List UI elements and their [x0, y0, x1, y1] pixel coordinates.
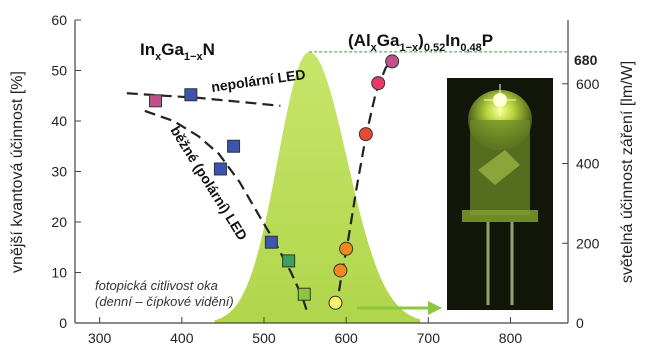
data-point-circle [339, 241, 354, 256]
x-tick-label: 700 [417, 330, 441, 346]
y-tick-label: 50 [51, 63, 67, 79]
data-point-circle [358, 127, 373, 142]
data-point-square [213, 162, 227, 176]
data-point-square [264, 235, 278, 249]
y-tick-label: 20 [51, 214, 67, 230]
data-point-circle [385, 54, 400, 69]
x-tick-label: 600 [334, 330, 358, 346]
photopic-sensitivity-area [214, 52, 421, 323]
y2-tick-label: 200 [576, 235, 600, 251]
polar-trend-line [144, 109, 309, 314]
y2-tick-label: 0 [576, 315, 584, 331]
data-point-circle [328, 295, 343, 310]
x-tick-label: 400 [170, 330, 194, 346]
y-tick-label: 60 [51, 12, 67, 28]
y-tick-label: 0 [59, 315, 67, 331]
y-tick-label: 30 [51, 164, 67, 180]
y2-highlight-label: 680 [574, 52, 598, 68]
y2-tick-label: 600 [576, 76, 600, 92]
photopic-label-line1: fotopická citlivost oka [95, 278, 218, 293]
data-point-square [149, 94, 163, 108]
y2-axis-label: světelná účinnost záření [lm/W] [619, 61, 636, 283]
data-point-square [282, 254, 296, 268]
ingan-series-title: InxGa1−xN [140, 40, 215, 63]
data-point-square [297, 287, 311, 301]
y-tick-label: 10 [51, 265, 67, 281]
data-point-square [184, 88, 198, 102]
y-tick-label: 40 [51, 113, 67, 129]
algainp-series-title: (AlxGa1−x)0.52In0,48P [348, 31, 493, 54]
x-tick-label: 500 [252, 330, 276, 346]
y-axis-label: vnější kvantová účinnost [%] [9, 71, 26, 273]
y2-tick-label: 400 [576, 156, 600, 172]
data-point-circle [333, 263, 348, 278]
led-photo [447, 78, 553, 310]
photopic-label-line2: (denní – čípkové vidění) [95, 294, 234, 309]
data-point-circle [371, 76, 386, 91]
photopic-arrow [357, 301, 442, 315]
data-point-square [227, 139, 241, 153]
x-tick-label: 300 [88, 330, 112, 346]
x-tick-label: 800 [499, 330, 523, 346]
